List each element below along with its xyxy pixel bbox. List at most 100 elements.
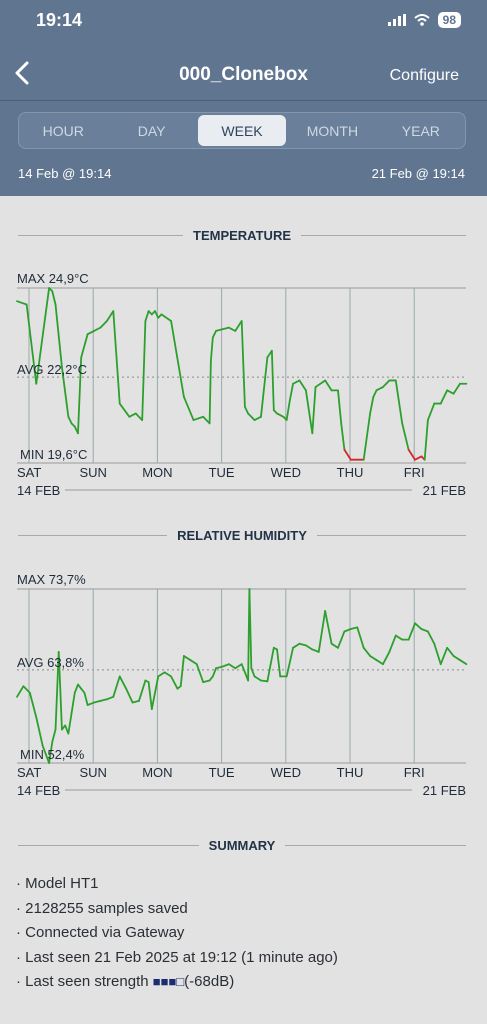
temperature-series-segment [253,415,262,421]
humidity-series-segment [221,663,230,668]
temperature-end-date-label: 21 FEB [423,483,466,498]
humidity-series-segment [147,681,153,710]
temperature-series-segment [77,356,83,435]
humidity-series-segment [93,700,102,704]
range-start-date: 14 Feb @ 19:14 [18,166,112,181]
temperature-series-segment [423,419,429,461]
tab-year[interactable]: YEAR [401,122,440,139]
tab-day[interactable]: DAY [137,122,166,139]
temperature-tick-label: WED [271,465,301,480]
temperature-series-segment [276,412,285,418]
humidity-title-text: RELATIVE HUMIDITY [177,528,307,543]
humidity-series-segment [292,642,301,649]
configure-button[interactable]: Configure [389,67,459,84]
humidity-series-segment [86,701,95,706]
humidity-end-date-label: 21 FEB [423,783,466,798]
humidity-series-segment [227,663,237,670]
chevron-left-icon [15,61,29,85]
humidity-series-segment [439,646,449,666]
temperature-series-segment [292,379,301,385]
temperature-series-segment [16,300,28,306]
humidity-series-segment [16,685,25,698]
humidity-series-segment [28,691,38,719]
temperature-tick-label: FRI [404,465,425,480]
humidity-series-segment [324,610,333,645]
humidity-series-segment [83,691,89,706]
humidity-series-segment [48,740,54,764]
temperature-series-segment [401,422,410,451]
summary-section-title: SUMMARY [18,838,466,853]
temperature-section-title: TEMPERATURE [18,228,466,243]
humidity-series-segment [54,651,60,731]
temperature-series-segment [118,402,131,418]
temperature-series-segment [160,313,172,322]
temperature-series-segment [192,415,205,421]
temperature-series-segment [439,389,449,405]
temperature-series-segment [362,412,372,461]
summary-model: · Model HT1 [16,875,99,892]
temperature-series-segment [99,320,108,329]
humidity-series-segment [356,626,365,649]
summary-samples: · 2128255 samples saved [16,899,188,917]
humidity-series-segment [112,675,121,698]
humidity-tick-label: MON [142,765,172,780]
back-button[interactable] [12,60,32,94]
temperature-series-segment [343,448,352,461]
humidity-series-segment [446,646,455,657]
temperature-series-segment [260,356,269,418]
humidity-series-segment [253,675,262,682]
temperature-series-segment [154,310,160,319]
temperature-series-segment [54,303,63,369]
temperature-series-segment [227,326,237,332]
temperature-series-segment [144,310,150,322]
temperature-tick-label: TUE [209,465,235,480]
tab-week[interactable]: WEEK [197,115,287,146]
humidity-series-segment [407,622,416,641]
tab-month[interactable]: MONTH [306,122,359,139]
humidity-series-segment [285,646,294,678]
temperature-max-label: MAX 24,9°C [17,271,89,286]
humidity-series-segment [394,634,404,641]
humidity-tick-label: THU [337,765,364,780]
temperature-tick-label: SUN [79,465,106,480]
humidity-series-segment [452,655,461,661]
temperature-series-segment [141,320,147,421]
temperature-tick-label: MON [142,465,172,480]
humidity-series-segment [388,634,397,653]
temperature-series-segment [86,330,95,336]
humidity-series-segment [298,642,307,647]
summary-connection: · Connected via Gateway [16,924,185,941]
status-time: 19:14 [36,10,83,30]
tab-hour[interactable]: HOUR [42,122,84,139]
humidity-series-segment [234,663,243,670]
humidity-series-segment [125,687,134,704]
humidity-tick-label: WED [271,765,301,780]
signal-strength-icon: ■■■□ [152,974,185,989]
humidity-tick-label: TUE [209,765,235,780]
temperature-series-segment [61,366,70,418]
temperature-series-segment [298,379,307,392]
wifi-icon [413,14,430,26]
humidity-series-segment [414,622,423,630]
humidity-series-segment [433,642,442,666]
humidity-series-segment [260,679,269,683]
temperature-series-segment [311,386,317,435]
temperature-start-date-label: 14 FEB [17,483,60,498]
humidity-series-segment [157,671,166,678]
temperature-series-segment [128,412,137,418]
humidity-series-segment [57,651,63,731]
temperature-series-segment [170,320,185,398]
temperature-series-segment [112,310,121,405]
temperature-series-segment [337,389,343,425]
humidity-series-segment [369,655,378,661]
temperature-series-segment [183,396,195,421]
humidity-series-segment [459,659,468,666]
humidity-avg-label: AVG 63,8% [17,655,84,670]
humidity-series-segment [73,683,79,694]
humidity-series-segment [375,659,384,666]
temperature-series-segment [80,333,89,359]
humidity-series-segment [362,646,372,657]
cellular-signal-icon [387,14,406,26]
temperature-title-text: TEMPERATURE [193,228,291,243]
temperature-series-segment [324,379,333,392]
